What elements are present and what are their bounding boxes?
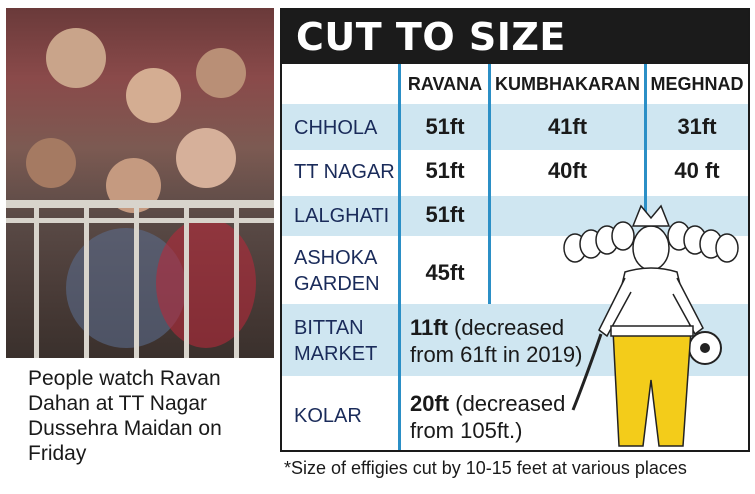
cell-chhola-meghnad: 31ft xyxy=(677,114,717,139)
note-bittan-market-text: (decreased xyxy=(447,315,565,340)
row-label-lalghati: LALGHATI xyxy=(294,205,390,227)
cell-lalghati-ravana: 51ft xyxy=(425,202,465,227)
column-header-meghnad: MEGHNAD xyxy=(650,74,744,94)
cell-chhola-ravana: 51ft xyxy=(425,114,465,139)
note-kolar-text: (decreased xyxy=(449,391,566,416)
row-label-ashoka-garden-line2: GARDEN xyxy=(294,273,380,295)
table-header-bar: CUT TO SIZE xyxy=(282,10,748,64)
note-kolar-value: 20ft xyxy=(410,391,450,416)
column-header-kumbhakaran: KUMBHAKARAN xyxy=(495,74,640,94)
row-band-chhola xyxy=(282,104,748,150)
note-kolar-line1: 20ft (decreased xyxy=(410,390,565,417)
note-bittan-market-value: 11ft xyxy=(410,315,448,340)
cell-ashoka-garden-ravana: 45ft xyxy=(425,260,465,285)
note-bittan-market-line2: from 61ft in 2019) xyxy=(410,342,583,367)
cell-tt-nagar-meghnad: 40 ft xyxy=(674,158,720,183)
row-label-kolar: KOLAR xyxy=(294,405,362,427)
ravana-effigy-illustration xyxy=(563,204,739,447)
footnote: *Size of effigies cut by 10-15 feet at v… xyxy=(284,458,687,478)
cell-tt-nagar-kumbhakaran: 40ft xyxy=(547,158,588,183)
row-label-tt-nagar: TT NAGAR xyxy=(294,161,395,183)
cell-tt-nagar-ravana: 51ft xyxy=(425,158,465,183)
note-kolar-line2: from 105ft.) xyxy=(410,418,523,443)
cell-chhola-kumbhakaran: 41ft xyxy=(547,114,588,139)
column-header-ravana: RAVANA xyxy=(407,74,483,94)
row-label-bittan-market-line1: BITTAN xyxy=(294,317,364,339)
crowd-photo xyxy=(6,8,274,358)
row-label-bittan-market-line2: MARKET xyxy=(294,343,378,365)
row-label-ashoka-garden-line1: ASHOKA xyxy=(294,247,378,269)
column-divider xyxy=(644,64,647,214)
column-divider xyxy=(398,64,401,450)
cut-to-size-table: CUT TO SIZE RAVANA KUMBHAKARAN MEGHNAD C… xyxy=(280,8,750,452)
row-label-chhola: CHHOLA xyxy=(294,117,378,139)
table-title: CUT TO SIZE xyxy=(296,15,566,59)
photo-caption: People watch Ravan Dahan at TT Nagar Dus… xyxy=(28,367,222,465)
column-divider xyxy=(488,64,491,304)
note-bittan-market-line1: 11ft (decreased xyxy=(410,314,564,341)
